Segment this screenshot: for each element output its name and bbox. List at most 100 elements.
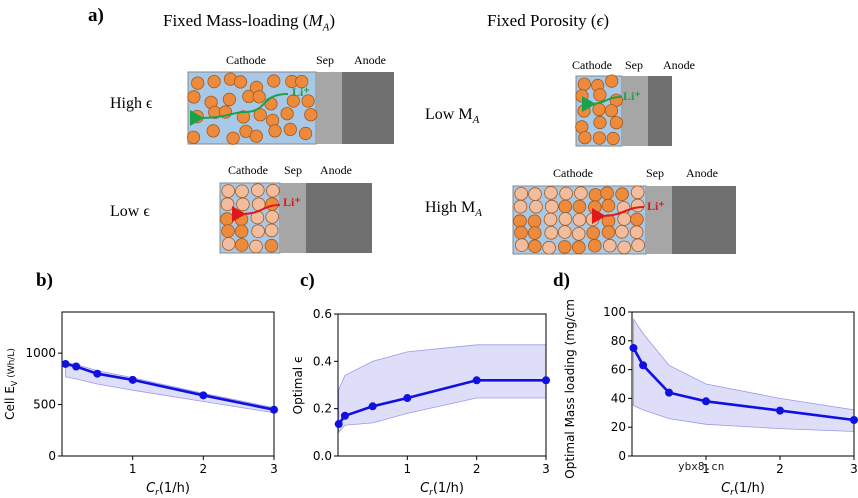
active-particle xyxy=(528,239,542,254)
particle-group xyxy=(513,185,645,255)
active-particle xyxy=(577,104,591,118)
active-particle xyxy=(604,104,619,118)
active-particle xyxy=(529,200,543,214)
data-point xyxy=(199,391,208,400)
y-tick-label: 0 xyxy=(618,449,626,463)
active-particle xyxy=(268,124,282,138)
active-particle xyxy=(557,240,572,254)
active-particle xyxy=(630,198,645,213)
active-particle xyxy=(295,75,309,89)
active-particle xyxy=(513,214,527,228)
fixed-mass-loading-title: Fixed Mass-loading (MA) xyxy=(163,11,335,33)
particle-group xyxy=(220,183,280,254)
active-particle xyxy=(235,184,249,199)
active-particle xyxy=(600,186,614,201)
sep-label: Sep xyxy=(646,166,664,180)
y-tick-label: 1000 xyxy=(25,346,56,360)
active-particle xyxy=(191,76,205,90)
y-tick-label: 40 xyxy=(611,391,626,405)
active-particle xyxy=(207,75,221,89)
x-tick-label: 1 xyxy=(702,462,710,476)
anode-block xyxy=(672,186,736,254)
active-particle xyxy=(542,240,556,255)
active-particle xyxy=(544,199,559,214)
data-point xyxy=(270,405,278,414)
panel-a-label: a) xyxy=(88,5,104,26)
active-particle xyxy=(527,226,542,240)
anode-label: Anode xyxy=(686,166,718,180)
anode-block xyxy=(306,183,372,253)
sep-label: Sep xyxy=(284,163,302,177)
separator-block xyxy=(316,72,342,144)
active-particle xyxy=(283,122,297,136)
x-tick-label: 1 xyxy=(404,462,412,476)
active-particle xyxy=(617,212,631,226)
data-point xyxy=(340,411,349,420)
title-main: Fixed Porosity ( xyxy=(487,11,597,30)
active-particle xyxy=(249,239,263,254)
active-particle xyxy=(222,92,236,107)
active-particle xyxy=(221,224,235,238)
active-particle xyxy=(514,238,529,252)
title-sub: A xyxy=(322,21,330,34)
title-main: Fixed Mass-loading ( xyxy=(163,11,309,30)
particle-group xyxy=(575,74,624,146)
data-point xyxy=(776,406,784,415)
row-label-text: Low M xyxy=(425,106,473,123)
active-particle xyxy=(235,238,249,252)
active-particle xyxy=(572,213,587,227)
active-particle xyxy=(593,115,607,130)
active-particle xyxy=(592,102,606,117)
data-point xyxy=(334,420,343,429)
row-label-sub: A xyxy=(475,207,482,220)
active-particle xyxy=(266,183,280,198)
y-tick-label: 0.0 xyxy=(313,449,332,463)
data-point xyxy=(72,362,81,371)
row-label-high-eps: High ϵ xyxy=(110,95,153,112)
title-symbol: M xyxy=(308,11,323,30)
axes-frame xyxy=(61,311,275,457)
cathode-label: Cathode xyxy=(553,166,593,180)
row-label-high-ma: High MA xyxy=(425,199,482,219)
active-particle xyxy=(252,90,266,104)
data-point xyxy=(850,416,858,424)
active-particle xyxy=(543,212,558,227)
x-tick-label: 3 xyxy=(270,462,278,476)
active-particle xyxy=(264,223,279,238)
active-particle xyxy=(574,186,588,200)
li-ion-label: Li⁺ xyxy=(283,195,301,209)
active-particle xyxy=(571,227,586,241)
y-tick-label: 500 xyxy=(33,398,56,412)
y-tick-label: 0.2 xyxy=(313,402,332,416)
active-particle xyxy=(280,107,294,121)
x-axis-label: Cr(1/h) xyxy=(146,481,190,498)
anode-label: Anode xyxy=(320,163,352,177)
title-end: ) xyxy=(603,11,610,30)
active-particle xyxy=(304,108,318,122)
li-ion-label: Li⁺ xyxy=(623,89,641,103)
active-particle xyxy=(558,199,573,214)
axes-frame xyxy=(631,311,855,457)
active-particle xyxy=(602,238,617,253)
active-particle xyxy=(187,90,201,104)
cell-high-ma xyxy=(512,185,736,255)
title-end: ) xyxy=(329,11,336,30)
x-tick-label: 2 xyxy=(473,462,481,476)
li-ion-path xyxy=(591,206,645,225)
anode-block xyxy=(342,72,394,144)
active-particle xyxy=(630,212,644,227)
active-particle xyxy=(250,183,265,197)
data-point xyxy=(629,344,638,352)
anode-label: Anode xyxy=(663,58,695,72)
x-tick-label: 3 xyxy=(850,462,858,476)
active-particle xyxy=(605,74,619,88)
active-particle xyxy=(267,74,281,88)
chart-optimal-mass-loading: 0 20 40 60 80 100 1 2 3 Cr(1/h) Optimal Mass loadi… xyxy=(563,300,858,498)
sep-label: Sep xyxy=(625,58,643,72)
cell-high-eps xyxy=(186,71,394,145)
li-ion-label: Li⁺ xyxy=(647,199,665,213)
active-particle xyxy=(587,238,602,253)
active-particle xyxy=(586,226,600,240)
active-particle xyxy=(578,131,592,145)
battery-schematics xyxy=(186,71,736,255)
